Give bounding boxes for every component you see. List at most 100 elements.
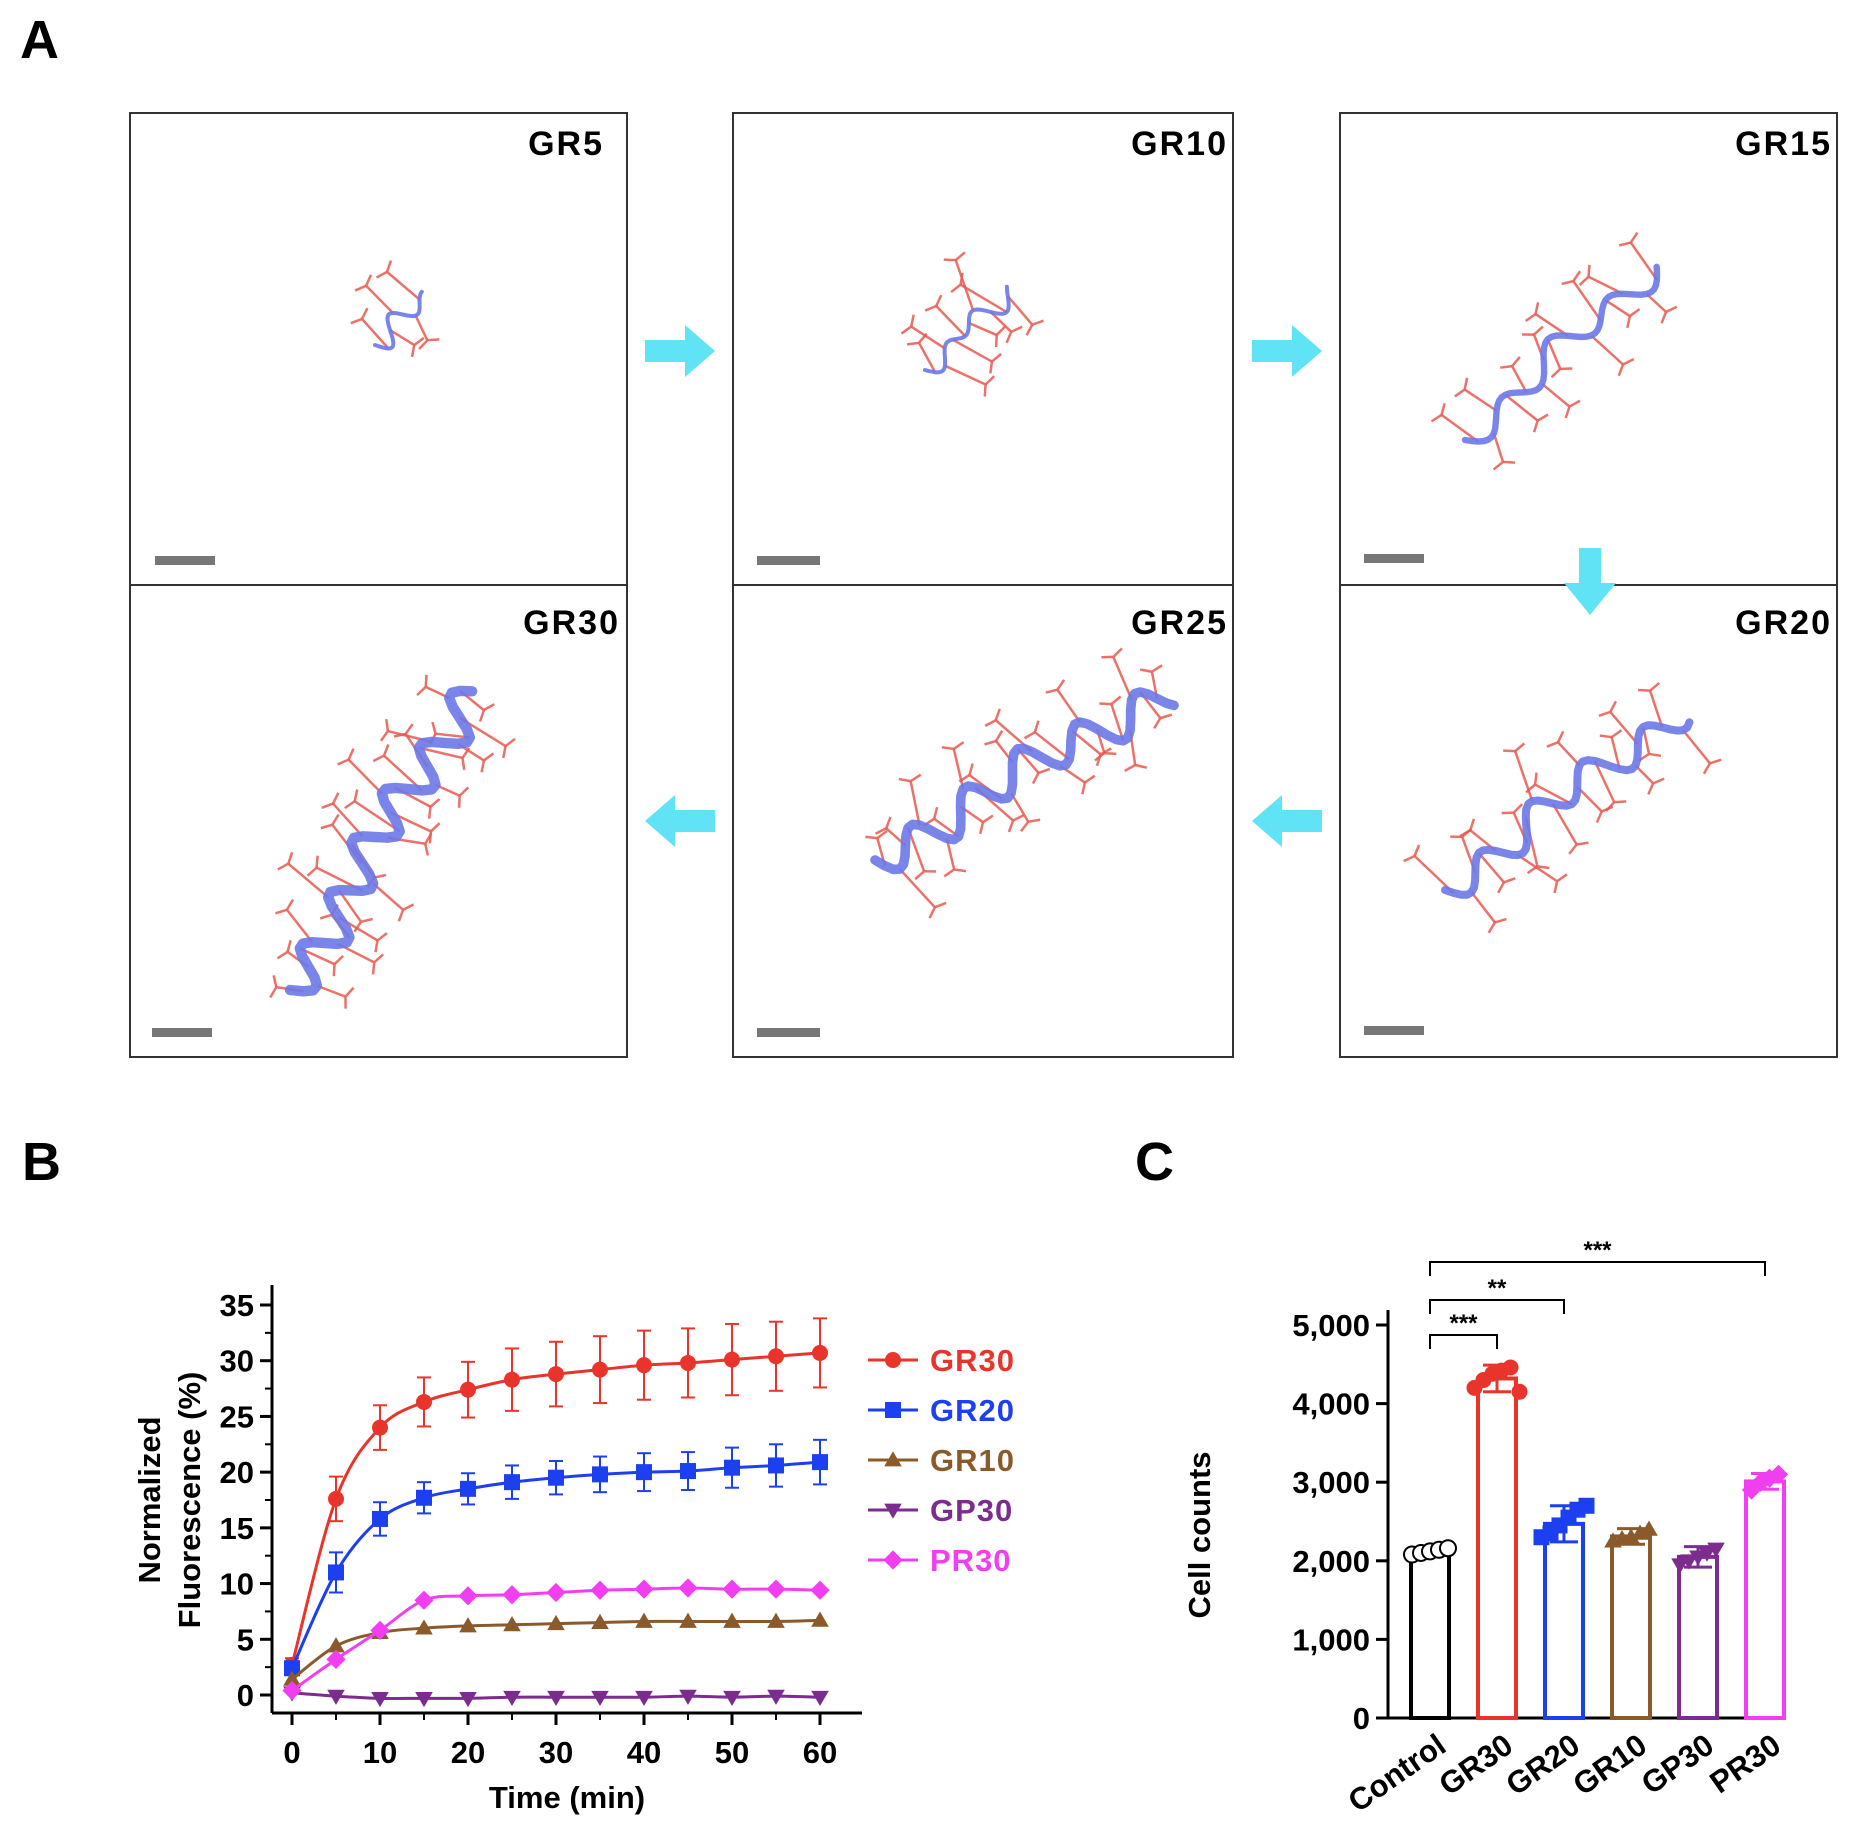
side-chain: [1511, 356, 1521, 367]
data-point: [636, 1464, 652, 1481]
side-chain: [424, 674, 428, 687]
side-chain: [379, 730, 389, 742]
data-point: [503, 1616, 521, 1632]
box-title-gr30: GR30: [523, 604, 620, 642]
arrow-down-icon: [1564, 548, 1616, 615]
y-tick-label: 30: [220, 1344, 254, 1379]
side-chain: [418, 746, 463, 760]
legend-label: PR30: [930, 1543, 1012, 1578]
side-chain: [347, 748, 355, 761]
side-chain: [321, 802, 334, 810]
panel-a: GR5 GR10 GR15 GR30 GR25 GR20: [129, 112, 1838, 1058]
side-chain: [1440, 413, 1479, 443]
x-tick-label: 50: [715, 1735, 749, 1770]
side-chain: [410, 344, 416, 358]
y-tick-label: 4,000: [1292, 1387, 1370, 1422]
data-point: [635, 1690, 653, 1707]
significance-label: **: [1488, 1275, 1507, 1302]
side-chain: [1614, 800, 1627, 804]
data-point: [547, 1690, 565, 1707]
side-chain: [1652, 777, 1665, 785]
side-chain: [1598, 710, 1611, 718]
y-tick-label: 20: [220, 1455, 254, 1490]
bar-gr20: [1543, 1521, 1585, 1721]
side-chain: [402, 903, 415, 911]
series-pr30: [282, 1578, 830, 1701]
legend-label: GR20: [930, 1393, 1015, 1428]
data-point: [635, 1612, 653, 1628]
side-chain: [994, 708, 1001, 721]
side-chain: [1517, 854, 1558, 883]
y-tick-label: 0: [1353, 1701, 1370, 1736]
side-chain: [1084, 774, 1096, 784]
side-chain: [1463, 388, 1498, 412]
side-chain: [372, 882, 404, 911]
side-chain: [382, 744, 390, 757]
side-chain: [428, 831, 433, 844]
structure-box-gr15: [1339, 112, 1838, 586]
data-point: [724, 1459, 740, 1476]
y-tick-label: 25: [220, 1399, 254, 1434]
side-chain: [1546, 338, 1562, 370]
side-chain: [1153, 717, 1162, 730]
side-chain: [372, 754, 385, 763]
box-title-gr25: GR25: [1131, 604, 1228, 642]
side-chain: [1595, 810, 1603, 823]
side-chain: [1599, 734, 1612, 739]
side-chain: [1629, 241, 1658, 281]
side-chain: [1609, 700, 1618, 713]
side-chain: [277, 862, 289, 871]
side-chain: [909, 773, 922, 783]
side-chain: [1112, 647, 1123, 658]
side-chain: [898, 868, 936, 909]
side-chain: [1038, 767, 1051, 775]
molecule-gr5: [350, 260, 440, 358]
data-point: [282, 1680, 302, 1701]
side-chain: [333, 954, 345, 966]
side-chain: [951, 338, 993, 363]
data-point: [415, 1619, 433, 1635]
legend-marker: [885, 1352, 901, 1368]
side-chain: [375, 270, 388, 279]
side-chain: [1593, 760, 1616, 803]
side-chain: [1638, 688, 1651, 692]
side-chain: [319, 913, 333, 920]
side-chain: [285, 909, 314, 943]
side-chain: [1629, 231, 1639, 244]
side-chain: [1099, 702, 1112, 706]
data-point: [1631, 1524, 1649, 1540]
side-chain: [376, 932, 388, 942]
data-point: [1689, 1550, 1707, 1566]
legend-marker: [885, 1402, 901, 1418]
side-chain: [431, 721, 437, 735]
side-chain: [1033, 720, 1040, 733]
x-tick-label: 10: [363, 1735, 397, 1770]
side-chain: [350, 317, 363, 325]
side-chain: [344, 986, 355, 998]
side-chain: [1648, 690, 1664, 728]
side-chain: [944, 364, 987, 386]
side-chain: [306, 866, 318, 877]
side-chain: [1609, 711, 1639, 746]
side-chain: [1006, 295, 1034, 326]
side-chain: [374, 940, 379, 953]
side-chain: [1492, 460, 1504, 471]
side-chain: [424, 843, 430, 856]
side-chain: [1512, 803, 1524, 814]
side-chain: [1590, 334, 1624, 366]
data-point: [548, 1469, 564, 1486]
side-chain: [989, 361, 994, 374]
side-chain: [1572, 270, 1582, 282]
data-point: [680, 1354, 696, 1371]
side-chain: [978, 821, 985, 835]
data-point: [592, 1361, 608, 1378]
structure-box-gr30: [129, 584, 628, 1058]
side-chain: [1159, 713, 1173, 720]
data-point: [283, 1670, 301, 1686]
side-chain: [404, 723, 414, 735]
side-chain: [1532, 420, 1539, 433]
side-chain: [364, 274, 373, 287]
side-chain: [414, 315, 429, 341]
side-chain: [1500, 364, 1513, 369]
